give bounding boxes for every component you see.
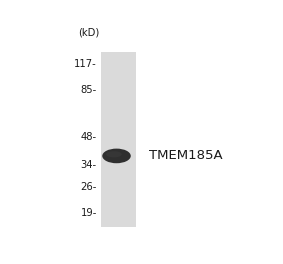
Ellipse shape	[106, 151, 122, 157]
Text: 48-: 48-	[81, 132, 97, 142]
Text: 34-: 34-	[81, 160, 97, 170]
Text: 26-: 26-	[80, 182, 97, 192]
Ellipse shape	[102, 149, 131, 163]
Text: 85-: 85-	[81, 85, 97, 95]
Bar	[101, 52, 136, 227]
Text: 19-: 19-	[80, 208, 97, 218]
Text: TMEM185A: TMEM185A	[149, 149, 223, 162]
Text: (kD): (kD)	[78, 28, 99, 38]
Text: 117-: 117-	[74, 59, 97, 69]
